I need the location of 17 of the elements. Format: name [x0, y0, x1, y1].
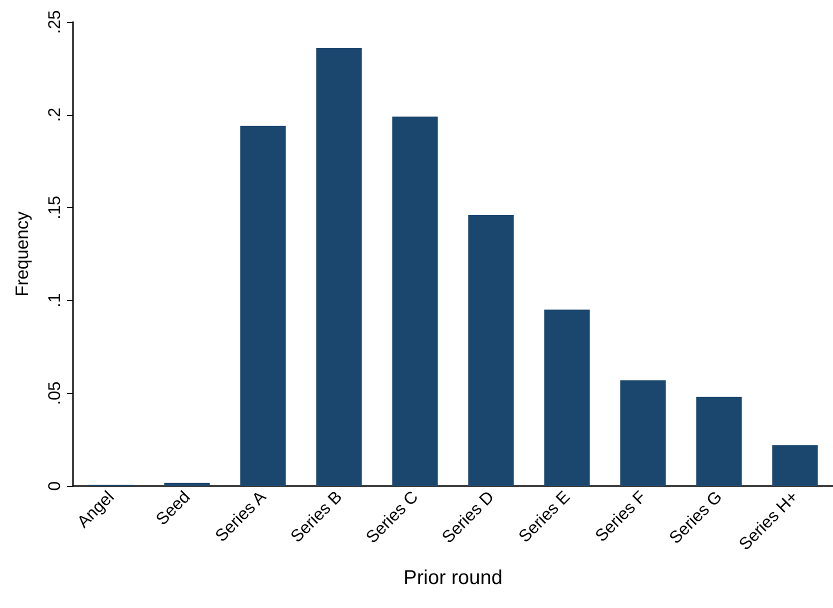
bar	[620, 380, 666, 486]
x-axis-title: Prior round	[404, 567, 502, 589]
y-axis-title: Frequency	[12, 211, 32, 297]
y-tick-label: 0	[45, 481, 64, 491]
bar	[544, 310, 590, 486]
bar	[772, 445, 818, 486]
y-tick-label: .25	[45, 10, 64, 34]
bar	[240, 126, 286, 486]
bar	[696, 396, 742, 486]
bar	[164, 482, 210, 486]
bar	[392, 116, 438, 486]
y-tick-label: .15	[45, 196, 64, 220]
bar	[316, 48, 362, 486]
y-tick-label: .1	[45, 293, 64, 308]
y-tick-label: .05	[45, 381, 64, 406]
bar	[468, 215, 514, 486]
y-tick-label: .2	[45, 108, 64, 122]
